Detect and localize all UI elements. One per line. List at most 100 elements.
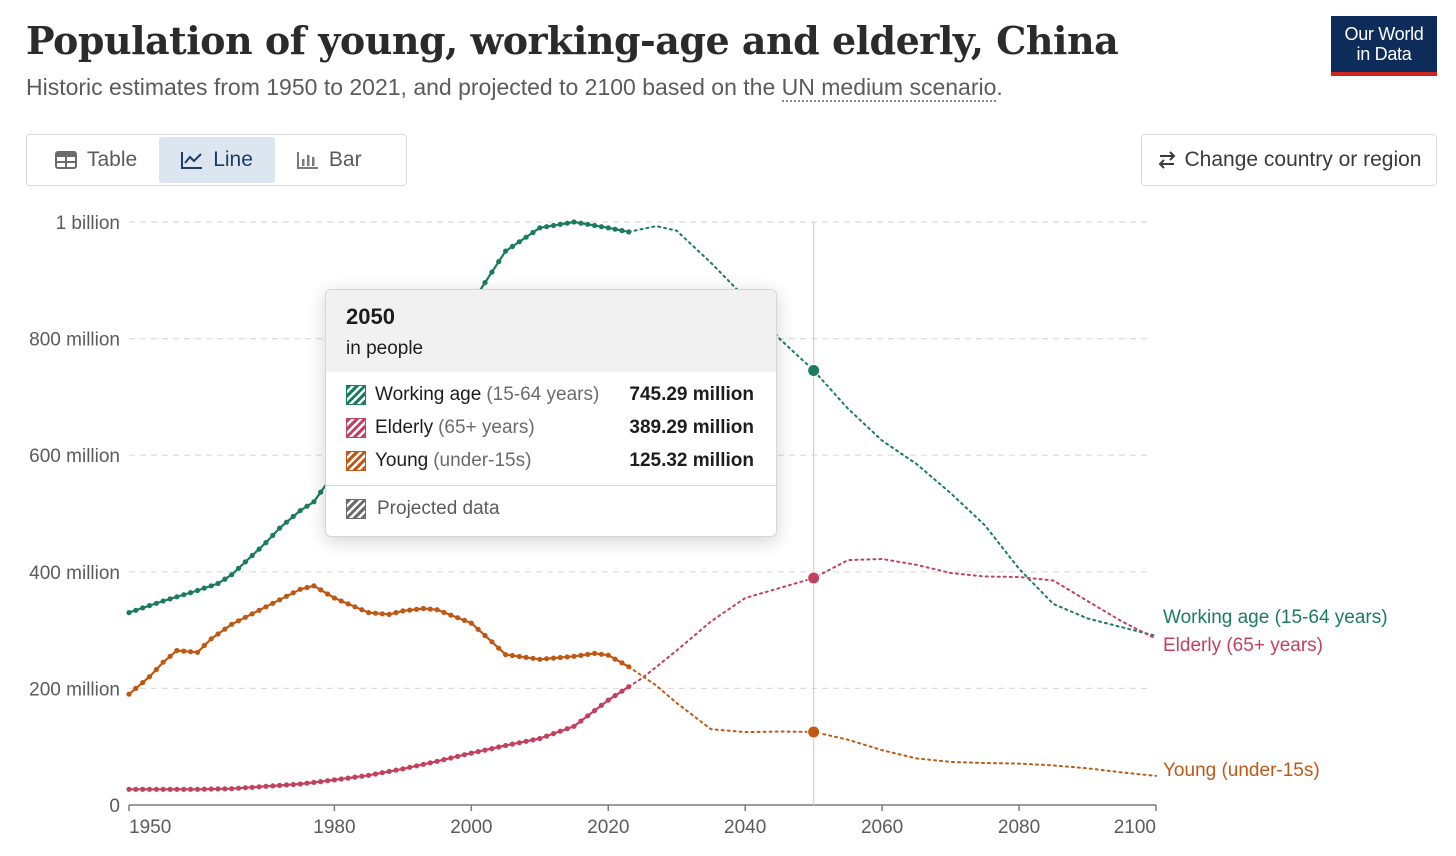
data-point[interactable] [181, 786, 187, 792]
data-point[interactable] [249, 784, 255, 790]
data-point[interactable] [461, 752, 468, 758]
data-point[interactable] [612, 226, 618, 232]
data-point[interactable] [530, 737, 536, 743]
data-point[interactable] [318, 779, 324, 785]
data-point[interactable] [544, 224, 550, 230]
data-point[interactable] [290, 781, 296, 788]
data-point[interactable] [427, 606, 433, 612]
data-point[interactable] [372, 610, 379, 616]
data-point[interactable] [167, 596, 173, 602]
data-point[interactable] [160, 659, 166, 665]
data-point[interactable] [304, 503, 310, 509]
data-point[interactable] [174, 647, 180, 654]
data-point[interactable] [372, 771, 379, 777]
data-point[interactable] [537, 225, 543, 231]
data-point[interactable] [283, 519, 290, 525]
data-point[interactable] [229, 621, 235, 627]
data-point[interactable] [297, 586, 303, 592]
data-point[interactable] [256, 546, 262, 552]
data-point[interactable] [338, 598, 344, 604]
data-point[interactable] [434, 758, 440, 764]
data-point[interactable] [235, 565, 242, 571]
data-point[interactable] [201, 585, 207, 591]
data-point[interactable] [509, 243, 515, 250]
data-point[interactable] [140, 680, 146, 686]
data-point[interactable] [181, 648, 187, 654]
data-point[interactable] [571, 653, 577, 659]
data-point[interactable] [448, 755, 454, 761]
data-point[interactable] [619, 228, 625, 234]
data-point[interactable] [400, 608, 406, 614]
data-point[interactable] [503, 248, 509, 254]
data-point[interactable] [366, 610, 372, 616]
data-point[interactable] [188, 649, 194, 655]
data-point[interactable] [366, 772, 372, 778]
data-point[interactable] [194, 786, 201, 792]
historic-line-2[interactable] [128, 584, 630, 696]
data-point[interactable] [475, 626, 481, 632]
data-point[interactable] [256, 784, 262, 790]
data-point[interactable] [126, 786, 132, 792]
data-point[interactable] [297, 508, 303, 514]
data-point[interactable] [222, 576, 228, 582]
data-point[interactable] [585, 713, 591, 719]
data-point[interactable] [256, 607, 262, 613]
data-point[interactable] [400, 766, 406, 772]
data-point[interactable] [146, 603, 153, 609]
data-point[interactable] [414, 763, 420, 769]
data-point[interactable] [557, 221, 563, 227]
data-point[interactable] [598, 224, 605, 230]
data-point[interactable] [489, 639, 495, 645]
data-point[interactable] [359, 773, 365, 779]
data-point[interactable] [331, 777, 337, 783]
data-point[interactable] [550, 655, 557, 661]
tab-line[interactable]: Line [159, 137, 275, 183]
data-point[interactable] [345, 775, 351, 781]
data-point[interactable] [578, 718, 584, 724]
data-point[interactable] [133, 786, 139, 792]
data-point[interactable] [270, 600, 276, 606]
data-point[interactable] [242, 559, 248, 565]
data-point[interactable] [379, 770, 385, 776]
data-point[interactable] [140, 605, 146, 611]
data-point[interactable] [605, 652, 611, 658]
data-point[interactable] [407, 607, 413, 613]
data-point[interactable] [605, 697, 611, 703]
data-point[interactable] [544, 656, 550, 662]
data-point[interactable] [270, 783, 276, 789]
data-point[interactable] [427, 760, 433, 766]
data-point[interactable] [503, 742, 509, 749]
data-point[interactable] [537, 656, 543, 662]
data-point[interactable] [496, 645, 502, 651]
data-point[interactable] [318, 489, 324, 495]
data-point[interactable] [619, 688, 625, 694]
data-point[interactable] [167, 786, 173, 792]
data-point[interactable] [153, 786, 159, 792]
data-point[interactable] [516, 653, 522, 660]
tab-table[interactable]: Table [33, 137, 159, 183]
data-point[interactable] [592, 222, 598, 229]
data-point[interactable] [338, 776, 344, 782]
data-point[interactable] [331, 595, 337, 601]
data-point[interactable] [523, 738, 529, 744]
data-point[interactable] [482, 747, 488, 753]
data-point[interactable] [174, 786, 180, 792]
data-point[interactable] [585, 221, 591, 227]
data-point[interactable] [461, 617, 468, 624]
data-point[interactable] [455, 753, 461, 760]
data-point[interactable] [318, 587, 324, 593]
data-point[interactable] [592, 650, 598, 657]
data-point[interactable] [215, 786, 221, 792]
series-end-label[interactable]: Elderly (65+ years) [1163, 635, 1323, 656]
data-point[interactable] [235, 618, 242, 624]
data-point[interactable] [242, 614, 248, 620]
data-point[interactable] [235, 785, 242, 791]
data-point[interactable] [414, 606, 420, 612]
series-end-label[interactable]: Young (under-15s) [1163, 760, 1320, 781]
data-point[interactable] [188, 590, 194, 596]
data-point[interactable] [352, 774, 358, 780]
data-point[interactable] [325, 591, 331, 597]
data-point[interactable] [550, 731, 557, 737]
data-point[interactable] [325, 778, 331, 784]
tab-bar[interactable]: Bar [275, 137, 384, 183]
